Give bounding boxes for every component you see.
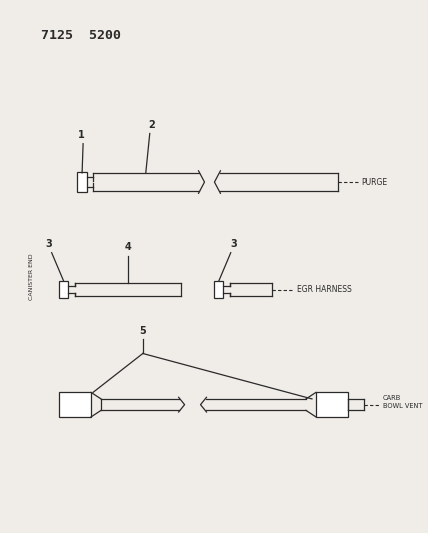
Text: 3: 3 [231, 239, 238, 248]
Text: 7125  5200: 7125 5200 [41, 29, 121, 42]
Text: 4: 4 [125, 242, 131, 252]
Text: PURGE: PURGE [362, 177, 388, 187]
Text: 5: 5 [140, 326, 146, 336]
Text: EGR HARNESS: EGR HARNESS [297, 285, 351, 294]
Text: CARB
BOWL VENT: CARB BOWL VENT [383, 395, 422, 409]
Text: 3: 3 [45, 239, 52, 248]
Text: 2: 2 [148, 120, 155, 131]
Bar [77, 172, 87, 192]
Bar [316, 392, 348, 417]
Text: 1: 1 [78, 130, 84, 140]
Bar [59, 281, 68, 298]
Text: CANISTER END: CANISTER END [29, 253, 34, 300]
Bar [214, 281, 223, 298]
Bar [59, 392, 91, 417]
